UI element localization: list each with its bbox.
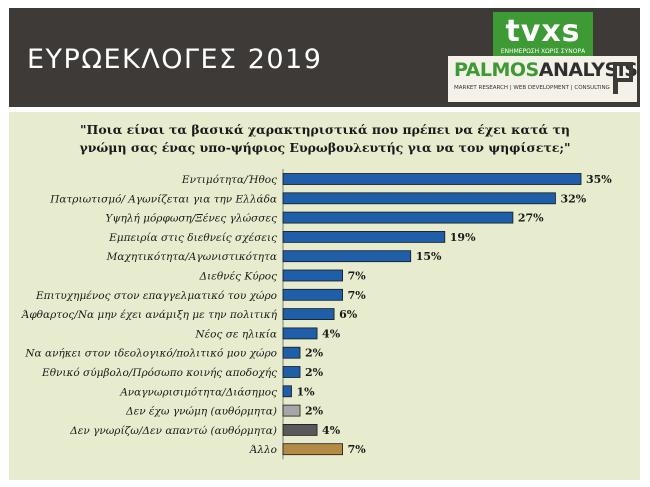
category-label-12: Δεν έχω γνώμη (αυθόρμητα) <box>125 406 277 418</box>
value-label-5: 7% <box>348 270 367 283</box>
brand-subtitle: MARKET RESEARCH | WEB DEVELOPMENT | CONS… <box>454 85 610 91</box>
page-title: ΕΥΡΩΕΚΛΟΓΕΣ 2019 <box>27 44 323 75</box>
category-label-3: Εμπειρία στις διεθνείς σχέσεις <box>108 231 277 244</box>
palmos-analysis-logo: PALMOSANALYSIS MARKET RESEARCH | WEB DEV… <box>448 56 638 102</box>
category-label-11: Αναγνωρισιμότητα/Διάσημος <box>119 386 277 398</box>
category-label-2: Υψηλή μόρφωση/Ξένες γλώσσες <box>105 212 277 225</box>
category-label-13: Δεν γνωρίζω/Δεν απαντώ (αυθόρμητα) <box>69 424 277 437</box>
value-label-13: 4% <box>322 424 341 437</box>
bar-10 <box>282 366 301 378</box>
category-label-9: Να ανήκει στον ιδεολογικό/πολιτικό μου χ… <box>24 347 277 360</box>
bar-12 <box>282 404 301 417</box>
value-label-7: 6% <box>339 308 358 321</box>
bar-0 <box>282 173 582 185</box>
bar-13 <box>282 423 318 436</box>
chart-title-line-2: γνώμη σας ένας υπο-ψήφιος Ευρωβουλευτής … <box>79 140 571 155</box>
bar-8 <box>282 327 318 340</box>
bar-5 <box>282 269 343 282</box>
tvxs-logo-text: tvxs <box>505 14 581 49</box>
bar-9 <box>282 346 301 359</box>
value-label-12: 2% <box>305 405 324 418</box>
value-label-10: 2% <box>305 366 324 379</box>
value-label-0: 35% <box>586 173 612 186</box>
value-label-2: 27% <box>518 212 544 225</box>
value-label-11: 1% <box>297 385 316 398</box>
category-label-8: Νέος σε ηλικία <box>194 327 277 340</box>
brand-name-part1: PALMOS <box>454 59 539 81</box>
bar-4 <box>282 250 412 263</box>
value-label-4: 15% <box>416 250 442 263</box>
category-label-4: Μαχητικότητα/Αγωνιστικότητα <box>106 251 277 263</box>
value-label-1: 32% <box>560 192 586 205</box>
chart-title: "Ποια είναι τα βασικά χαρακτηριστικά που… <box>0 121 650 157</box>
tvxs-logo: tvxs ΕΝΗΜΕΡΩΣΗ ΧΩΡΙΣ ΣΥΝΟΡΑ <box>493 12 593 58</box>
value-label-8: 4% <box>322 327 341 340</box>
category-label-7: Άφθαρτος/Να μην έχει ανάμιξη με την πολι… <box>21 308 278 321</box>
category-label-6: Επιτυχημένος στον επαγγελματικό του χώρο <box>35 290 277 302</box>
bar-6 <box>282 288 343 301</box>
value-label-3: 19% <box>450 231 476 244</box>
chart-title-line-1: "Ποια είναι τα βασικά χαρακτηριστικά που… <box>80 122 570 137</box>
tvxs-logo-tagline: ΕΝΗΜΕΡΩΣΗ ΧΩΡΙΣ ΣΥΝΟΡΑ <box>500 48 586 55</box>
category-label-1: Πατριωτισμό/ Αγωνίζεται για την Ελλάδα <box>49 192 277 205</box>
bar-2 <box>282 211 514 224</box>
brand-mark-stem <box>613 78 618 94</box>
value-label-14: 7% <box>348 443 367 456</box>
bar-14 <box>282 443 343 456</box>
category-label-5: Διεθνές Κύρος <box>199 271 278 283</box>
category-label-14: Άλλο <box>249 444 277 456</box>
category-label-10: Εθνικό σύμβολο/Πρόσωπο κοινής αποδοχής <box>41 366 277 379</box>
bar-11 <box>282 385 292 398</box>
brand-mark-icon <box>613 62 633 82</box>
value-label-6: 7% <box>348 289 367 302</box>
value-label-9: 2% <box>305 347 324 360</box>
bar-7 <box>282 308 335 321</box>
bar-3 <box>282 230 446 243</box>
bar-1 <box>282 192 556 205</box>
category-label-0: Εντιμότητα/Ήθος <box>181 174 277 186</box>
